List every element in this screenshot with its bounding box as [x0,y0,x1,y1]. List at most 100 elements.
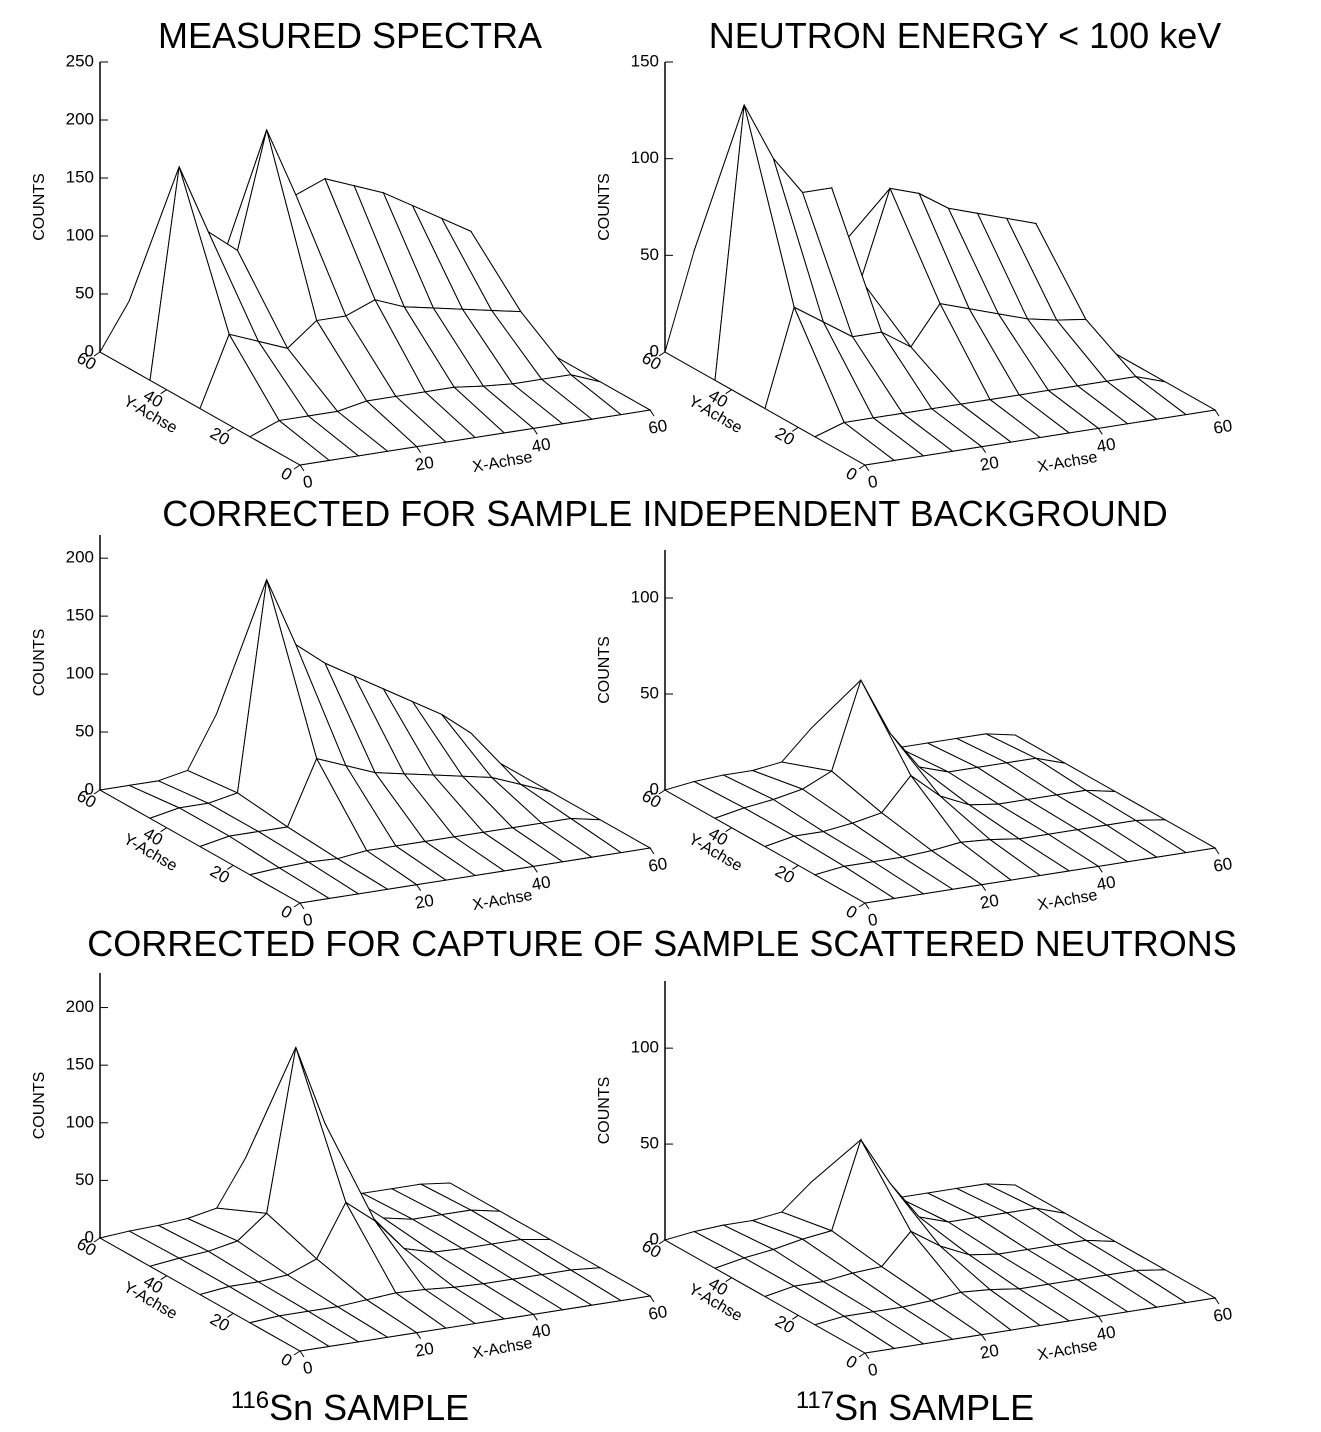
row-title: CORRECTED FOR CAPTURE OF SAMPLE SCATTERE… [87,923,1236,964]
x-tick-label: 0 [302,910,315,930]
y-tick [93,1237,101,1243]
y-tick-label: 60 [639,786,665,812]
mass-number: 116 [231,1387,269,1414]
x-tick-label: 40 [1095,434,1117,456]
y-tick-label: 20 [207,1309,233,1335]
x-tick-label: 0 [302,472,315,492]
z-axis-label: COUNTS [31,173,48,241]
x-tick [416,884,422,891]
y-tick-label: 60 [639,1236,665,1262]
y-tick-label: 0 [278,902,296,923]
y-tick [792,426,799,432]
column-label: 116Sn SAMPLE [231,1387,469,1428]
z-tick-label: 50 [75,1170,94,1189]
x-tick [981,1334,987,1341]
surface-cell [813,865,896,904]
z-tick-label: 200 [66,109,94,128]
z-tick-label: 50 [640,245,659,264]
x-tick [416,446,422,453]
z-axis-label: COUNTS [31,629,48,697]
y-tick [227,864,234,870]
x-tick-label: 40 [530,1320,552,1342]
x-tick-label: 60 [1212,854,1234,876]
x-tick [416,1332,422,1339]
x-tick-label: 60 [1212,1304,1234,1326]
x-tick [532,866,538,873]
y-tick [658,1239,666,1245]
surface-panel: 050100150200250COUNTS02040600204060X-Ach… [31,51,669,492]
x-tick-label: 40 [1095,1322,1117,1344]
y-tick [293,902,301,908]
x-tick-label: 40 [530,434,552,456]
z-tick-label: 50 [640,1134,659,1153]
y-tick-label: 20 [772,1311,798,1337]
z-tick-label: 100 [631,1038,659,1057]
z-tick-label: 250 [66,51,94,70]
x-tick-label: 0 [867,910,880,930]
x-tick [1097,866,1103,873]
y-tick [658,789,666,795]
x-tick [299,902,305,910]
z-tick-label: 0 [85,341,94,360]
z-tick-label: 0 [85,1227,94,1246]
x-tick-label: 60 [647,854,669,876]
surface-panel: 050100150200COUNTS02040600204060X-AchseY… [31,973,669,1378]
mass-number: 117 [796,1387,834,1414]
z-axis-label: COUNTS [596,636,613,704]
y-tick [93,351,101,357]
z-tick-label: 50 [75,722,94,741]
x-tick [649,847,655,855]
y-tick [160,389,167,395]
z-axis-label: COUNTS [596,1077,613,1145]
y-tick-label: 60 [74,786,100,812]
y-tick [858,1352,866,1358]
z-tick-label: 150 [631,51,659,70]
z-tick-label: 150 [66,167,94,186]
y-tick [792,864,799,870]
x-tick [299,1350,305,1358]
surface-cell [248,1315,331,1352]
y-tick-label: 20 [772,861,798,887]
y-tick-label: 60 [74,348,100,374]
y-tick [93,789,101,795]
x-tick-label: 20 [414,453,436,475]
y-tick [725,827,732,833]
x-tick [649,1295,655,1303]
y-tick-label: 0 [278,464,296,485]
x-tick [864,464,870,472]
y-tick-label: 0 [843,902,861,923]
z-tick-label: 100 [631,587,659,606]
y-tick-label: 0 [843,1352,861,1373]
y-tick [227,426,234,432]
x-tick-label: 0 [867,472,880,492]
x-tick [981,884,987,891]
x-tick [299,464,305,472]
y-tick [725,1277,732,1283]
x-axis-label: X-Achse [471,887,534,914]
x-tick [981,446,987,453]
x-tick [649,409,655,417]
x-tick [1214,409,1220,417]
y-tick-label: 60 [74,1234,100,1260]
z-tick-label: 150 [66,1055,94,1074]
z-tick-label: 150 [66,606,94,625]
y-tick [293,1350,301,1356]
z-tick-label: 0 [650,341,659,360]
y-tick [658,351,666,357]
x-tick [1214,1297,1220,1305]
sample-name: Sn SAMPLE [834,1387,1034,1428]
y-tick [160,1275,167,1281]
y-tick [725,389,732,395]
y-tick [858,902,866,908]
y-tick [858,464,866,470]
panel-title: NEUTRON ENERGY < 100 keV [709,15,1222,56]
row-title: CORRECTED FOR SAMPLE INDEPENDENT BACKGRO… [162,493,1167,534]
x-tick [864,902,870,910]
column-label: 117Sn SAMPLE [796,1387,1034,1428]
x-tick [1097,1316,1103,1323]
z-axis-label: COUNTS [31,1072,48,1140]
y-tick-label: 20 [207,861,233,887]
x-axis-label: X-Achse [1036,449,1099,476]
